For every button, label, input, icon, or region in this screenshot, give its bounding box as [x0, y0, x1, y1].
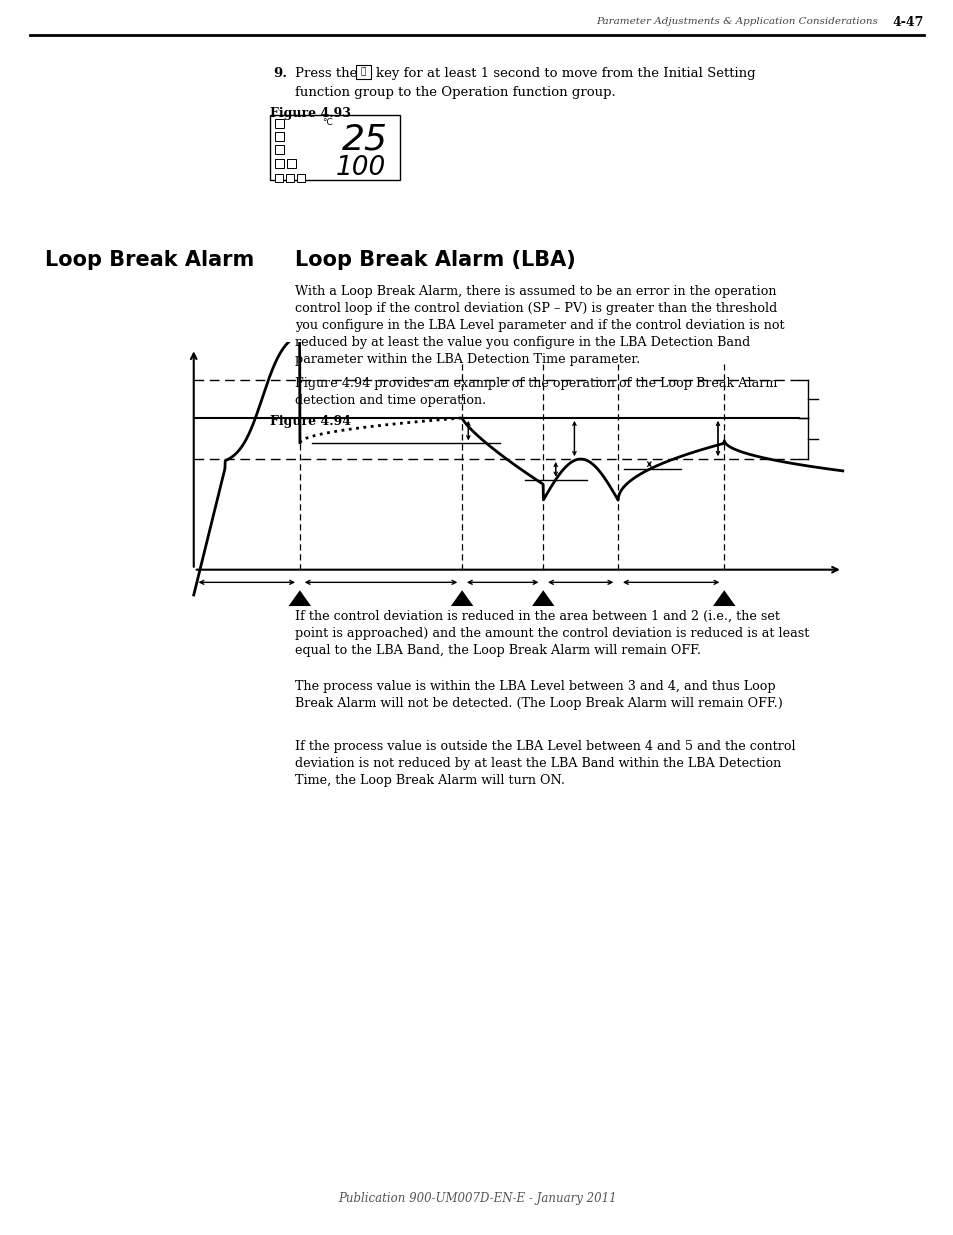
Text: Figure 4.93: Figure 4.93 [270, 107, 351, 120]
Text: reduced by at least the value you configure in the LBA Detection Band: reduced by at least the value you config… [294, 336, 749, 350]
Text: Press the: Press the [294, 67, 361, 80]
Text: Figure 4.94: Figure 4.94 [270, 415, 351, 429]
Polygon shape [451, 590, 473, 606]
Text: If the process value is outside the LBA Level between 4 and 5 and the control: If the process value is outside the LBA … [294, 740, 795, 753]
Text: deviation is not reduced by at least the LBA Band within the LBA Detection: deviation is not reduced by at least the… [294, 757, 781, 769]
Text: parameter within the LBA Detection Time parameter.: parameter within the LBA Detection Time … [294, 353, 639, 366]
Text: Loop Break Alarm (LBA): Loop Break Alarm (LBA) [294, 249, 576, 270]
Bar [287, 159, 295, 168]
Bar [274, 119, 284, 128]
Text: Time, the Loop Break Alarm will turn ON.: Time, the Loop Break Alarm will turn ON. [294, 774, 564, 787]
Bar [296, 174, 305, 182]
Bar [274, 174, 283, 182]
Text: With a Loop Break Alarm, there is assumed to be an error in the operation: With a Loop Break Alarm, there is assume… [294, 285, 776, 298]
Bar [286, 174, 294, 182]
Text: equal to the LBA Band, the Loop Break Alarm will remain OFF.: equal to the LBA Band, the Loop Break Al… [294, 643, 700, 657]
Text: key for at least 1 second to move from the Initial Setting: key for at least 1 second to move from t… [375, 67, 755, 80]
Polygon shape [712, 590, 735, 606]
Text: Publication 900-UM007D-EN-E - January 2011: Publication 900-UM007D-EN-E - January 20… [337, 1192, 616, 1205]
Text: Parameter Adjustments & Application Considerations: Parameter Adjustments & Application Cons… [596, 17, 877, 26]
Text: Loop Break Alarm: Loop Break Alarm [45, 249, 254, 270]
Text: °C: °C [322, 119, 333, 127]
Polygon shape [532, 590, 554, 606]
Text: ⓔ: ⓔ [360, 68, 366, 77]
Text: If the control deviation is reduced in the area between 1 and 2 (i.e., the set: If the control deviation is reduced in t… [294, 610, 780, 622]
Text: 4-47: 4-47 [892, 16, 923, 28]
Bar [274, 144, 284, 154]
Text: control loop if the control deviation (SP – PV) is greater than the threshold: control loop if the control deviation (S… [294, 303, 777, 315]
Text: detection and time operation.: detection and time operation. [294, 394, 486, 408]
Text: point is approached) and the amount the control deviation is reduced is at least: point is approached) and the amount the … [294, 627, 808, 640]
Text: you configure in the LBA Level parameter and if the control deviation is not: you configure in the LBA Level parameter… [294, 319, 783, 332]
Text: Figure 4.94 provides an example of the operation of the Loop Break Alarm: Figure 4.94 provides an example of the o… [294, 377, 777, 390]
Bar [274, 132, 284, 141]
Bar [274, 159, 284, 168]
Text: 25: 25 [341, 124, 388, 157]
Polygon shape [289, 590, 311, 606]
Text: 9.: 9. [273, 67, 287, 80]
Text: 100: 100 [335, 156, 386, 182]
Bar [270, 115, 399, 180]
Text: The process value is within the LBA Level between 3 and 4, and thus Loop: The process value is within the LBA Leve… [294, 680, 775, 693]
Text: function group to the Operation function group.: function group to the Operation function… [294, 86, 615, 99]
Bar [355, 65, 371, 79]
Text: Break Alarm will not be detected. (The Loop Break Alarm will remain OFF.): Break Alarm will not be detected. (The L… [294, 697, 782, 710]
